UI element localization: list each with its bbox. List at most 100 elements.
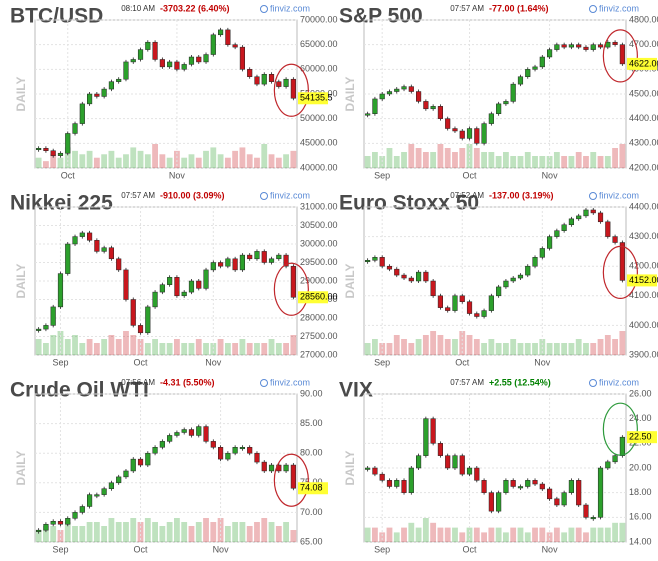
candle bbox=[254, 251, 260, 260]
volume-bar bbox=[130, 147, 137, 168]
y-tick-label: 26.00 bbox=[629, 388, 652, 398]
volume-bar bbox=[466, 335, 473, 355]
candle bbox=[437, 443, 443, 456]
candle bbox=[79, 506, 85, 513]
volume-bar bbox=[619, 144, 626, 168]
candle bbox=[612, 236, 618, 243]
last-price-box bbox=[298, 482, 328, 495]
volume-bar bbox=[553, 343, 560, 355]
last-price-box bbox=[627, 57, 657, 70]
candle bbox=[43, 523, 49, 531]
candle bbox=[50, 306, 56, 326]
chart-title: S&P 500 bbox=[339, 5, 423, 28]
candle bbox=[50, 150, 56, 156]
candle bbox=[590, 209, 596, 214]
candle bbox=[466, 128, 473, 139]
volume-bar bbox=[510, 339, 517, 355]
candle bbox=[130, 299, 136, 326]
candle bbox=[174, 61, 180, 70]
candle bbox=[225, 258, 231, 267]
candle bbox=[408, 86, 414, 92]
chart-panel: S&P 500 07:57 AM -77.00 (1.64%) finviz.com D… bbox=[339, 3, 658, 180]
volume-bar bbox=[108, 335, 115, 355]
candle bbox=[590, 517, 596, 520]
volume-bar bbox=[539, 156, 546, 168]
volume-bar bbox=[503, 532, 509, 542]
candle bbox=[188, 280, 195, 293]
candle bbox=[181, 429, 187, 433]
candle bbox=[445, 455, 451, 469]
volume-bar bbox=[79, 526, 86, 542]
highlight-circle bbox=[602, 402, 638, 456]
y-tick-label: 80.00 bbox=[300, 448, 323, 458]
volume-bar bbox=[372, 152, 378, 168]
candle bbox=[43, 325, 49, 330]
candle bbox=[416, 91, 422, 102]
y-tick-label: 31000.00 bbox=[300, 201, 338, 211]
candle bbox=[79, 232, 85, 237]
volume-bar bbox=[561, 532, 568, 542]
candle bbox=[137, 49, 144, 60]
last-price-box bbox=[627, 431, 657, 444]
time-label: 07:52 AM bbox=[450, 191, 484, 200]
x-tick-label: Oct bbox=[134, 357, 149, 367]
volume-bar bbox=[217, 154, 224, 168]
volume-bar bbox=[437, 144, 444, 168]
volume-bar bbox=[254, 157, 260, 168]
candle bbox=[481, 310, 487, 317]
candle bbox=[247, 254, 253, 260]
candle bbox=[547, 236, 553, 249]
volume-bar bbox=[568, 343, 575, 355]
volume-bar bbox=[217, 339, 224, 355]
candle bbox=[232, 44, 238, 48]
volume-bar bbox=[473, 527, 480, 542]
candle bbox=[619, 44, 625, 65]
last-price-box bbox=[298, 291, 328, 304]
candle bbox=[276, 254, 282, 260]
candle bbox=[94, 240, 100, 252]
candle bbox=[547, 49, 553, 58]
y-tick-label: 3900.00 bbox=[629, 349, 658, 359]
y-tick-label: 4400.00 bbox=[629, 201, 658, 211]
highlight-circle bbox=[273, 453, 309, 507]
y-tick-label: 27000.00 bbox=[300, 349, 338, 359]
candle bbox=[481, 123, 487, 144]
candle bbox=[401, 480, 407, 493]
volume-bar bbox=[488, 339, 495, 355]
volume-bar bbox=[290, 530, 297, 542]
volume-bar bbox=[597, 156, 604, 168]
volume-bar bbox=[268, 154, 275, 168]
volume-bar bbox=[495, 527, 502, 542]
y-tick-label: 85.00 bbox=[300, 418, 323, 428]
volume-bar bbox=[101, 526, 108, 542]
plot-frame bbox=[363, 393, 627, 543]
volume-bar bbox=[444, 339, 451, 355]
candle bbox=[394, 88, 400, 92]
volume-bar bbox=[261, 343, 268, 355]
volume-bar bbox=[364, 156, 371, 168]
volume-bar bbox=[275, 157, 282, 168]
volume-bar bbox=[239, 147, 246, 168]
y-tick-label: 18.00 bbox=[629, 487, 652, 497]
candle bbox=[597, 212, 604, 223]
candle bbox=[576, 44, 582, 48]
volume-bar bbox=[101, 339, 108, 355]
candle bbox=[283, 254, 289, 267]
candle bbox=[517, 274, 524, 279]
volume-bar bbox=[188, 526, 195, 542]
volume-bar bbox=[93, 522, 100, 542]
candle bbox=[430, 106, 436, 110]
volume-bar bbox=[290, 335, 297, 355]
x-tick-label: Nov bbox=[534, 357, 551, 367]
volume-bar bbox=[437, 527, 444, 542]
volume-bar bbox=[50, 335, 57, 355]
volume-bar bbox=[503, 152, 509, 168]
x-tick-label: Oct bbox=[463, 544, 478, 554]
volume-bar bbox=[386, 148, 393, 168]
volume-bar bbox=[597, 339, 604, 355]
volume-bar bbox=[612, 148, 618, 168]
candle bbox=[203, 426, 209, 442]
candle bbox=[290, 78, 296, 99]
candle bbox=[196, 280, 202, 289]
